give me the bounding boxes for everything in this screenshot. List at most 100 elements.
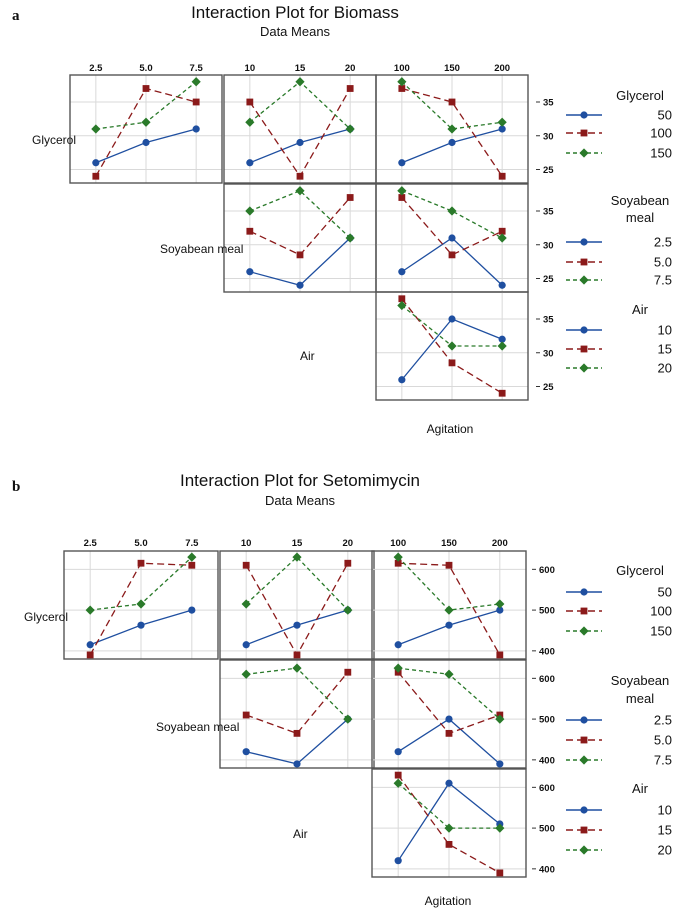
- x-tick-label: 10: [245, 63, 256, 74]
- data-point-5.0: [398, 194, 406, 201]
- legend-marker: [579, 363, 589, 373]
- data-point-100: [192, 98, 200, 106]
- data-point-5.0: [293, 729, 301, 737]
- data-point-50: [293, 621, 301, 629]
- x-tick-label: 20: [345, 63, 356, 74]
- legend-marker: [579, 148, 589, 158]
- data-point-150: [295, 77, 305, 87]
- factor-label: Soyabean meal: [160, 242, 243, 256]
- factor-label: Glycerol: [24, 610, 68, 624]
- y-tick-label: 400: [539, 646, 555, 657]
- legend-title: meal: [626, 691, 654, 706]
- data-point-100: [344, 559, 352, 567]
- cell-frame: [371, 550, 527, 660]
- y-tick-label: 600: [539, 783, 555, 794]
- series-line-100: [401, 87, 503, 177]
- x-tick-label: 150: [444, 63, 460, 74]
- data-point-100: [346, 85, 354, 92]
- x-tick-label: 15: [295, 63, 306, 74]
- legend-title: meal: [626, 210, 654, 225]
- data-point-5.0: [346, 194, 354, 201]
- y-tick-label: 25: [543, 382, 554, 393]
- data-point-100: [398, 85, 406, 92]
- y-tick-label: 600: [539, 674, 555, 685]
- series-line-7.5: [249, 189, 351, 239]
- data-point-20: [393, 778, 403, 788]
- data-point-7.5: [343, 714, 353, 724]
- factor-label: Soyabean meal: [156, 720, 239, 734]
- legend-marker: [579, 275, 589, 285]
- data-point-2.5: [498, 281, 506, 289]
- legend-title: Soyabean: [611, 673, 670, 688]
- data-point-100: [242, 561, 250, 569]
- legend-title: Glycerol: [616, 88, 664, 103]
- legend-title: Glycerol: [616, 563, 664, 578]
- data-point-150: [397, 77, 407, 87]
- chart-title: Interaction Plot for Biomass: [191, 3, 399, 22]
- interaction-cell-r1-c2: [375, 183, 529, 293]
- data-point-7.5: [292, 663, 302, 673]
- x-tick-label: 5.0: [134, 538, 147, 549]
- interaction-cell-r1-c1: [219, 659, 375, 769]
- y-tick-label: 400: [539, 864, 555, 875]
- data-point-100: [498, 172, 506, 180]
- y-tick-label: 500: [539, 606, 555, 617]
- data-point-5.0: [246, 227, 254, 235]
- data-point-50: [192, 125, 200, 133]
- cell-frame: [371, 768, 527, 878]
- x-tick-label: 200: [492, 538, 508, 549]
- legend-title: Soyabean: [611, 193, 670, 208]
- data-point-20: [495, 823, 505, 833]
- data-point-10: [448, 315, 456, 323]
- data-point-50: [137, 621, 145, 629]
- chart-subtitle: Data Means: [265, 493, 336, 508]
- data-point-100: [293, 651, 301, 659]
- data-point-20: [497, 341, 507, 351]
- x-tick-label: 2.5: [89, 63, 103, 74]
- y-tick-label: 500: [539, 715, 555, 726]
- data-point-2.5: [448, 234, 456, 242]
- data-point-7.5: [495, 714, 505, 724]
- y-tick-label: 30: [543, 240, 554, 251]
- data-point-150: [495, 599, 505, 609]
- y-tick-label: 25: [543, 165, 554, 176]
- data-point-20: [397, 300, 407, 311]
- data-point-15: [498, 389, 506, 397]
- x-tick-label: 7.5: [190, 63, 204, 74]
- data-point-50: [496, 606, 504, 614]
- data-point-5.0: [296, 251, 304, 259]
- data-point-100: [496, 651, 504, 659]
- chart-panel-a: a Interaction Plot for Biomass Data Means 2…: [12, 3, 672, 436]
- legend-item-label: 20: [658, 361, 672, 376]
- legend-title: Air: [632, 302, 649, 317]
- data-point-2.5: [296, 281, 304, 289]
- legend-item-label: 7.5: [654, 753, 672, 768]
- data-point-5.0: [498, 227, 506, 235]
- legend-item-label: 50: [658, 108, 672, 123]
- data-point-5.0: [344, 668, 352, 676]
- cell-frame: [219, 659, 375, 769]
- x-tick-label: 150: [441, 538, 457, 549]
- data-point-150: [292, 552, 302, 562]
- data-point-50: [142, 138, 150, 147]
- interaction-cell-r0-c1: [219, 550, 375, 660]
- legend-marker: [580, 716, 588, 724]
- legend-item-label: 150: [650, 146, 672, 161]
- data-point-150: [345, 124, 355, 134]
- legend-marker: [580, 129, 588, 137]
- data-point-150: [393, 552, 403, 562]
- interaction-cell-r1-c2: [371, 659, 527, 769]
- data-point-10: [398, 376, 406, 384]
- data-point-50: [92, 159, 100, 167]
- data-point-150: [444, 605, 454, 615]
- interaction-cell-r2-c2: [375, 291, 529, 401]
- legend-item-label: 10: [658, 803, 672, 818]
- data-point-150: [191, 77, 201, 87]
- y-tick-label: 35: [543, 315, 554, 326]
- cell-frame: [219, 550, 375, 660]
- data-point-10: [445, 779, 453, 787]
- data-point-100: [394, 559, 402, 567]
- data-point-10: [394, 857, 402, 865]
- y-tick-label: 400: [539, 755, 555, 766]
